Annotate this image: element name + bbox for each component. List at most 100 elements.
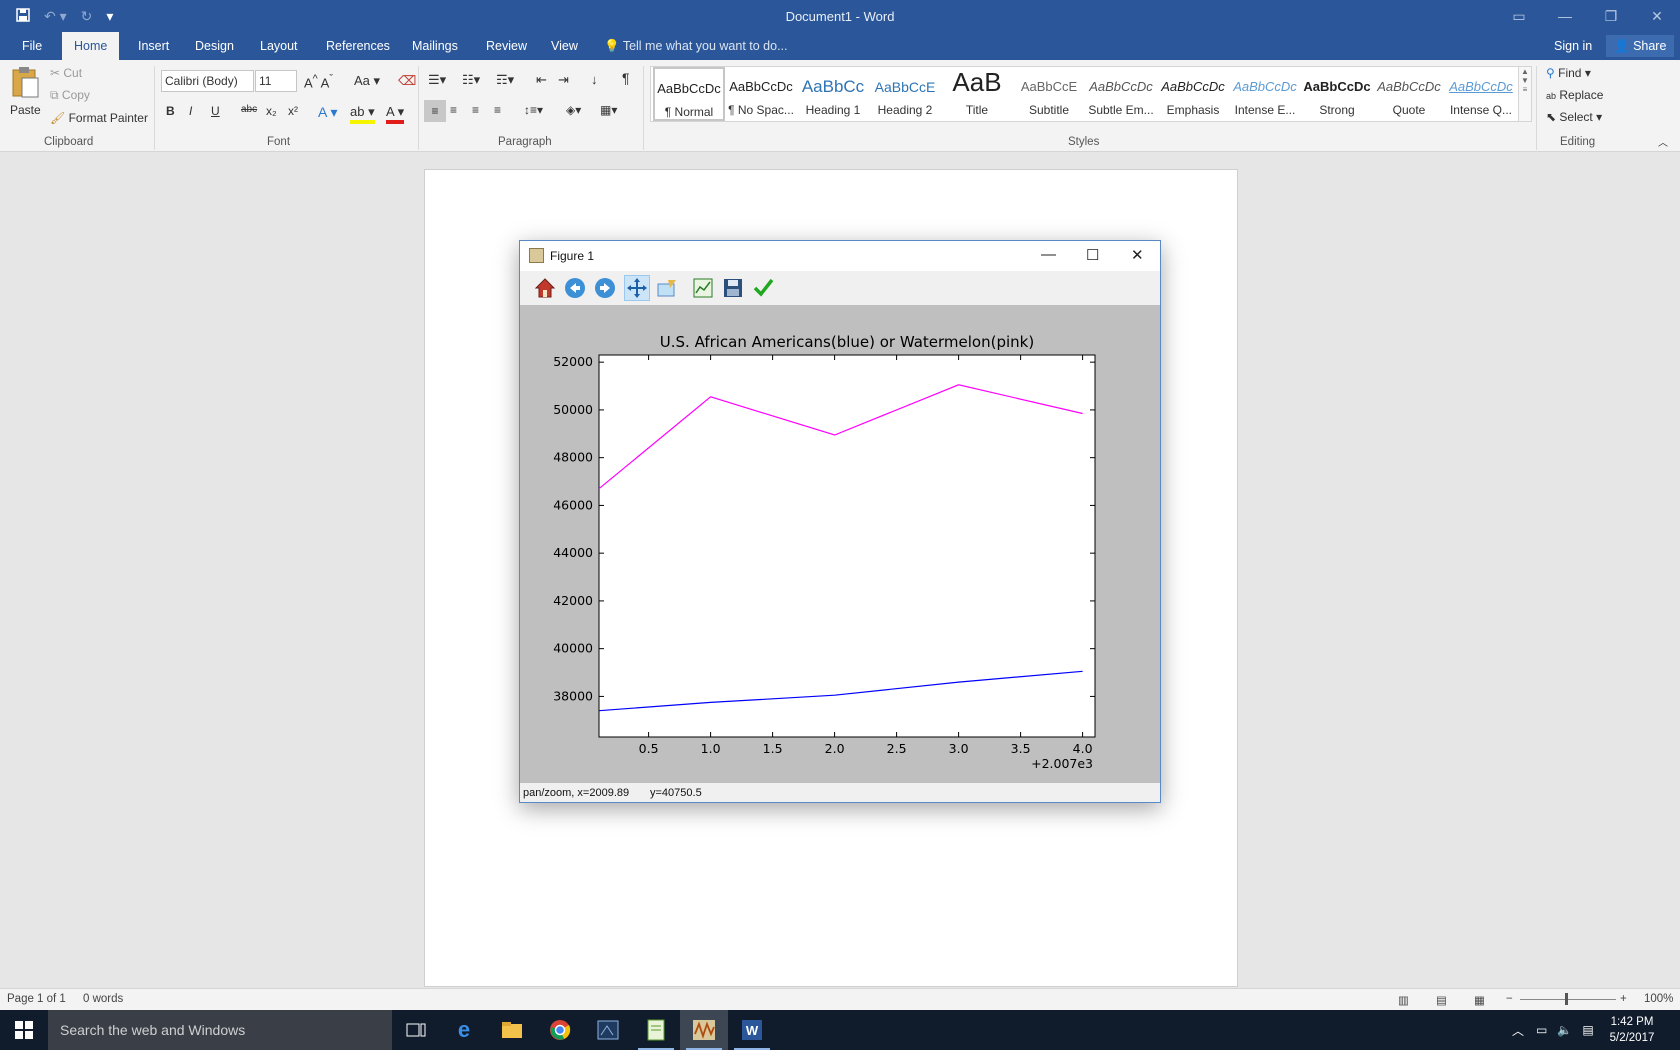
copy-button[interactable]: ⧉ Copy	[50, 88, 90, 102]
chrome-icon[interactable]	[536, 1010, 584, 1050]
word-icon[interactable]: W	[728, 1010, 776, 1050]
shading-icon[interactable]: ◈▾	[566, 103, 582, 117]
tab-review[interactable]: Review	[486, 39, 527, 53]
figure-close-button[interactable]: ✕	[1131, 247, 1144, 264]
style-heading-1[interactable]: AaBbCc Heading 1	[797, 67, 869, 121]
file-explorer-icon[interactable]	[488, 1010, 536, 1050]
read-mode-icon[interactable]: ▥	[1398, 995, 1409, 1007]
task-view-icon[interactable]	[392, 1010, 440, 1050]
styles-scroll-control[interactable]: ▲ ▼ ≡	[1518, 66, 1532, 122]
style-subtitle[interactable]: AaBbCcE Subtitle	[1013, 67, 1085, 121]
decrease-indent-icon[interactable]: ⇤	[536, 72, 547, 87]
highlight-icon[interactable]: ab ▾	[350, 104, 375, 124]
sign-in-link[interactable]: Sign in	[1554, 39, 1593, 53]
superscript-button[interactable]: x²	[288, 104, 298, 118]
zoom-level[interactable]: 100%	[1644, 993, 1674, 1005]
zoom-in-button[interactable]: +	[1620, 993, 1627, 1005]
style-emphasis[interactable]: AaBbCcDc Emphasis	[1157, 67, 1229, 121]
tab-layout[interactable]: Layout	[260, 39, 298, 53]
style-no-spacing[interactable]: AaBbCcDc ¶ No Spac...	[725, 67, 797, 121]
multilevel-list-icon[interactable]: ☶▾	[496, 72, 515, 87]
tab-view[interactable]: View	[551, 39, 578, 53]
customize-qat-icon[interactable]: ▾	[106, 7, 114, 24]
matplotlib-figure-task[interactable]	[680, 1010, 728, 1050]
volume-icon[interactable]: 🔈	[1557, 1023, 1573, 1037]
font-name-box[interactable]: Calibri (Body)	[161, 70, 254, 92]
back-icon[interactable]	[562, 275, 588, 301]
network-icon[interactable]: ▭	[1536, 1023, 1548, 1037]
tab-insert[interactable]: Insert	[138, 39, 170, 53]
sort-icon[interactable]: ↓	[591, 72, 598, 87]
font-size-box[interactable]: 11	[255, 70, 297, 92]
increase-indent-icon[interactable]: ⇥	[558, 72, 569, 87]
tab-home[interactable]: Home	[62, 32, 120, 60]
style-normal[interactable]: AaBbCcDc ¶ Normal	[653, 67, 725, 121]
borders-icon[interactable]: ▦▾	[600, 103, 618, 117]
minimize-button[interactable]: —	[1558, 8, 1572, 24]
pan-icon[interactable]	[624, 275, 650, 301]
replace-button[interactable]: ab Replace	[1546, 88, 1603, 102]
zoom-out-button[interactable]: −	[1506, 993, 1513, 1005]
page-count[interactable]: Page 1 of 1	[7, 993, 66, 1005]
change-case-icon[interactable]: Aa ▾	[354, 73, 381, 88]
style-heading-2[interactable]: AaBbCcE Heading 2	[869, 67, 941, 121]
close-button[interactable]: ✕	[1651, 7, 1663, 24]
redo-icon[interactable]: ↻	[80, 7, 93, 24]
print-layout-icon[interactable]: ▤	[1436, 995, 1447, 1007]
undo-icon[interactable]: ↶ ▾	[44, 7, 67, 24]
forward-icon[interactable]	[592, 275, 618, 301]
underline-button[interactable]: U	[211, 104, 220, 118]
justify-icon[interactable]: ≡	[494, 103, 502, 117]
notifications-icon[interactable]: ▤	[1582, 1023, 1594, 1037]
font-color-icon[interactable]: A ▾	[386, 104, 405, 124]
align-left-icon[interactable]: ≡	[424, 100, 446, 122]
home-icon[interactable]	[532, 275, 558, 301]
figure-maximize-button[interactable]: ☐	[1086, 247, 1100, 264]
align-right-icon[interactable]: ≡	[472, 103, 480, 117]
select-button[interactable]: ⬉ Select ▾	[1546, 110, 1603, 124]
subplots-icon[interactable]	[690, 275, 716, 301]
grow-font-icon[interactable]: A^ Aˇ	[304, 73, 333, 91]
bullets-icon[interactable]: ☰▾	[428, 72, 447, 87]
show-marks-icon[interactable]: ¶	[622, 70, 630, 86]
ribbon-display-icon[interactable]: ▭	[1512, 7, 1526, 24]
collapse-ribbon-icon[interactable]: ︿	[1658, 138, 1668, 149]
cut-button[interactable]: ✂ Cut	[50, 66, 83, 80]
find-button[interactable]: ⚲ Find ▾	[1546, 66, 1591, 80]
style-title[interactable]: AaB Title	[941, 67, 1013, 121]
tab-mailings[interactable]: Mailings	[412, 39, 458, 53]
text-effects-icon[interactable]: A ▾	[318, 104, 338, 120]
clear-formatting-icon[interactable]: ⌫	[398, 73, 417, 88]
share-button[interactable]: 👤 Share	[1606, 35, 1675, 57]
style-intense-quote[interactable]: AaBbCcDc Intense Q...	[1445, 67, 1517, 121]
italic-button[interactable]: I	[189, 104, 193, 118]
style-quote[interactable]: AaBbCcDc Quote	[1373, 67, 1445, 121]
notepad-icon[interactable]	[632, 1010, 680, 1050]
tab-file[interactable]: File	[22, 39, 43, 53]
strikethrough-button[interactable]: abc	[241, 104, 258, 115]
figure-canvas[interactable]: U.S. African Americans(blue) or Watermel…	[520, 305, 1160, 783]
terminal-icon[interactable]	[584, 1010, 632, 1050]
word-count[interactable]: 0 words	[83, 993, 124, 1005]
web-layout-icon[interactable]: ▦	[1474, 995, 1485, 1007]
bold-button[interactable]: B	[166, 104, 175, 118]
zoom-slider-thumb[interactable]	[1565, 993, 1568, 1005]
style-intense-emphasis[interactable]: AaBbCcDc Intense E...	[1229, 67, 1301, 121]
show-hidden-icons[interactable]: ︿	[1512, 1023, 1525, 1038]
save-icon[interactable]	[16, 7, 30, 25]
format-painter-button[interactable]: 🖌 Format Painter	[50, 111, 148, 125]
tab-design[interactable]: Design	[195, 39, 234, 53]
taskbar-clock[interactable]: 1:42 PM 5/2/2017	[1602, 1014, 1662, 1046]
start-button[interactable]	[0, 1010, 48, 1050]
paste-button[interactable]: Paste	[10, 66, 42, 124]
figure-minimize-button[interactable]: —	[1041, 246, 1056, 263]
style-subtle-emphasis[interactable]: AaBbCcDc Subtle Em...	[1085, 67, 1157, 121]
check-icon[interactable]	[750, 275, 776, 301]
zoom-rect-icon[interactable]	[654, 275, 680, 301]
tell-me-box[interactable]: 💡 Tell me what you want to do...	[604, 32, 788, 60]
align-center-icon[interactable]: ≡	[450, 103, 458, 117]
numbering-icon[interactable]: ☷▾	[462, 72, 481, 87]
zoom-slider-track[interactable]	[1520, 999, 1616, 1000]
edge-icon[interactable]: e	[457, 1017, 471, 1042]
subscript-button[interactable]: x₂	[266, 104, 277, 118]
